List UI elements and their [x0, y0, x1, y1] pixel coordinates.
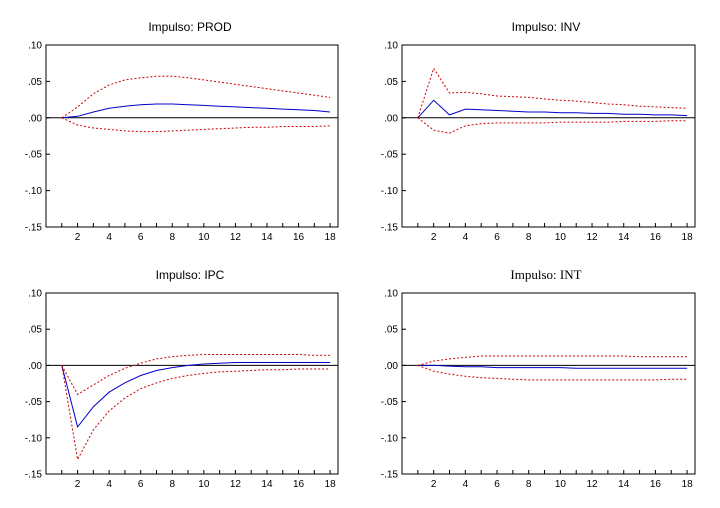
y-tick-label-int: -.15 — [381, 470, 399, 481]
panel-prod: Impulso: PROD .10 .05 .00 -.05 -.10 -.15 2 4 6 8 10… — [25, 20, 339, 243]
x-tick-label-inv: 10 — [555, 232, 567, 243]
response-line-inv — [417, 99, 688, 119]
y-tick-label-prod: -.05 — [25, 150, 43, 161]
y-tick-label-inv: -.15 — [381, 223, 399, 234]
x-tick-label-ipc: 6 — [138, 479, 144, 490]
response-line-prod — [61, 103, 331, 119]
y-tick-label-int: .10 — [384, 289, 398, 300]
plot-frame-int — [401, 292, 696, 475]
confidence-band-upper-int — [417, 355, 688, 366]
y-tick-label-inv: .10 — [384, 41, 398, 52]
y-tick-label-ipc: -.15 — [25, 470, 43, 481]
y-tick-label-ipc: -.05 — [25, 397, 43, 408]
plot-frame-ipc — [45, 292, 339, 475]
y-tick-label-ipc: -.10 — [25, 433, 43, 444]
y-tick-label-prod: .00 — [28, 113, 42, 124]
y-tick-label-ipc: .10 — [28, 289, 42, 300]
confidence-band-upper-inv — [417, 67, 688, 118]
y-tick-label-inv: -.10 — [381, 186, 399, 197]
x-tick-label-prod: 4 — [106, 232, 112, 243]
confidence-band-upper-ipc — [61, 354, 331, 396]
x-tick-label-prod: 6 — [138, 232, 144, 243]
panel-int: Impulso: INT .10 .05 .00 -.05 -.10 -.15 2 4 6 8 10 1… — [381, 267, 696, 490]
y-tick-label-prod: -.15 — [25, 223, 43, 234]
y-tick-label-int: .05 — [384, 325, 398, 336]
x-tick-label-inv: 12 — [586, 232, 598, 243]
x-tick-label-ipc: 2 — [75, 479, 81, 490]
x-tick-label-inv: 16 — [650, 232, 662, 243]
x-tick-label-inv: 6 — [494, 232, 500, 243]
confidence-band-upper-prod — [61, 75, 331, 119]
x-tick-label-int: 4 — [463, 479, 469, 490]
x-tick-label-prod: 2 — [75, 232, 81, 243]
x-tick-label-int: 16 — [650, 479, 662, 490]
confidence-band-lower-prod — [61, 117, 331, 133]
x-tick-label-inv: 18 — [682, 232, 694, 243]
y-tick-label-prod: .10 — [28, 41, 42, 52]
chart-title-inv: Impulso: INV — [512, 20, 581, 34]
x-tick-label-inv: 14 — [618, 232, 630, 243]
x-tick-label-prod: 10 — [198, 232, 210, 243]
y-tick-label-inv: -.05 — [381, 150, 399, 161]
x-tick-label-prod: 14 — [261, 232, 273, 243]
panel-inv: Impulso: INV .10 .05 .00 -.05 -.10 -.15 2 4 6 8 10 1… — [381, 20, 696, 243]
confidence-band-lower-int — [417, 364, 688, 381]
x-tick-label-prod: 18 — [325, 232, 337, 243]
plot-frame-inv — [401, 44, 696, 228]
plot-frame-prod — [45, 44, 339, 228]
y-tick-label-int: -.05 — [381, 397, 399, 408]
x-tick-label-int: 6 — [494, 479, 500, 490]
x-tick-label-ipc: 12 — [230, 479, 242, 490]
y-tick-label-ipc: .05 — [28, 325, 42, 336]
y-tick-label-int: -.10 — [381, 433, 399, 444]
x-tick-label-int: 18 — [682, 479, 694, 490]
x-tick-label-ipc: 8 — [169, 479, 175, 490]
x-tick-label-inv: 2 — [431, 232, 437, 243]
x-tick-label-ipc: 10 — [198, 479, 210, 490]
x-tick-label-int: 14 — [618, 479, 630, 490]
chart-title-int: Impulso: INT — [510, 267, 581, 282]
x-tick-label-int: 10 — [555, 479, 567, 490]
y-tick-label-prod: -.10 — [25, 186, 43, 197]
response-line-ipc — [61, 362, 331, 429]
y-tick-label-ipc: .00 — [28, 361, 42, 372]
x-tick-label-prod: 16 — [293, 232, 305, 243]
x-tick-label-prod: 12 — [230, 232, 242, 243]
x-tick-label-ipc: 18 — [325, 479, 337, 490]
x-tick-label-int: 2 — [431, 479, 437, 490]
response-line-int — [417, 364, 688, 369]
y-tick-label-prod: .05 — [28, 77, 42, 88]
x-tick-label-ipc: 14 — [261, 479, 273, 490]
x-tick-label-int: 8 — [526, 479, 532, 490]
x-tick-label-prod: 8 — [169, 232, 175, 243]
chart-title-ipc: Impulso: IPC — [156, 268, 225, 282]
y-tick-label-inv: .00 — [384, 113, 398, 124]
x-tick-label-ipc: 4 — [106, 479, 112, 490]
chart-title-prod: Impulso: PROD — [148, 20, 232, 34]
confidence-band-lower-inv — [417, 117, 688, 134]
x-tick-label-ipc: 16 — [293, 479, 305, 490]
x-tick-label-inv: 8 — [526, 232, 532, 243]
panel-ipc: Impulso: IPC .10 .05 .00 -.05 -.10 -.15 2 4 6 8 10 1… — [25, 268, 339, 490]
x-tick-label-inv: 4 — [463, 232, 469, 243]
y-tick-label-int: .00 — [384, 361, 398, 372]
confidence-band-lower-ipc — [61, 365, 331, 462]
y-tick-label-inv: .05 — [384, 77, 398, 88]
x-tick-label-int: 12 — [586, 479, 598, 490]
